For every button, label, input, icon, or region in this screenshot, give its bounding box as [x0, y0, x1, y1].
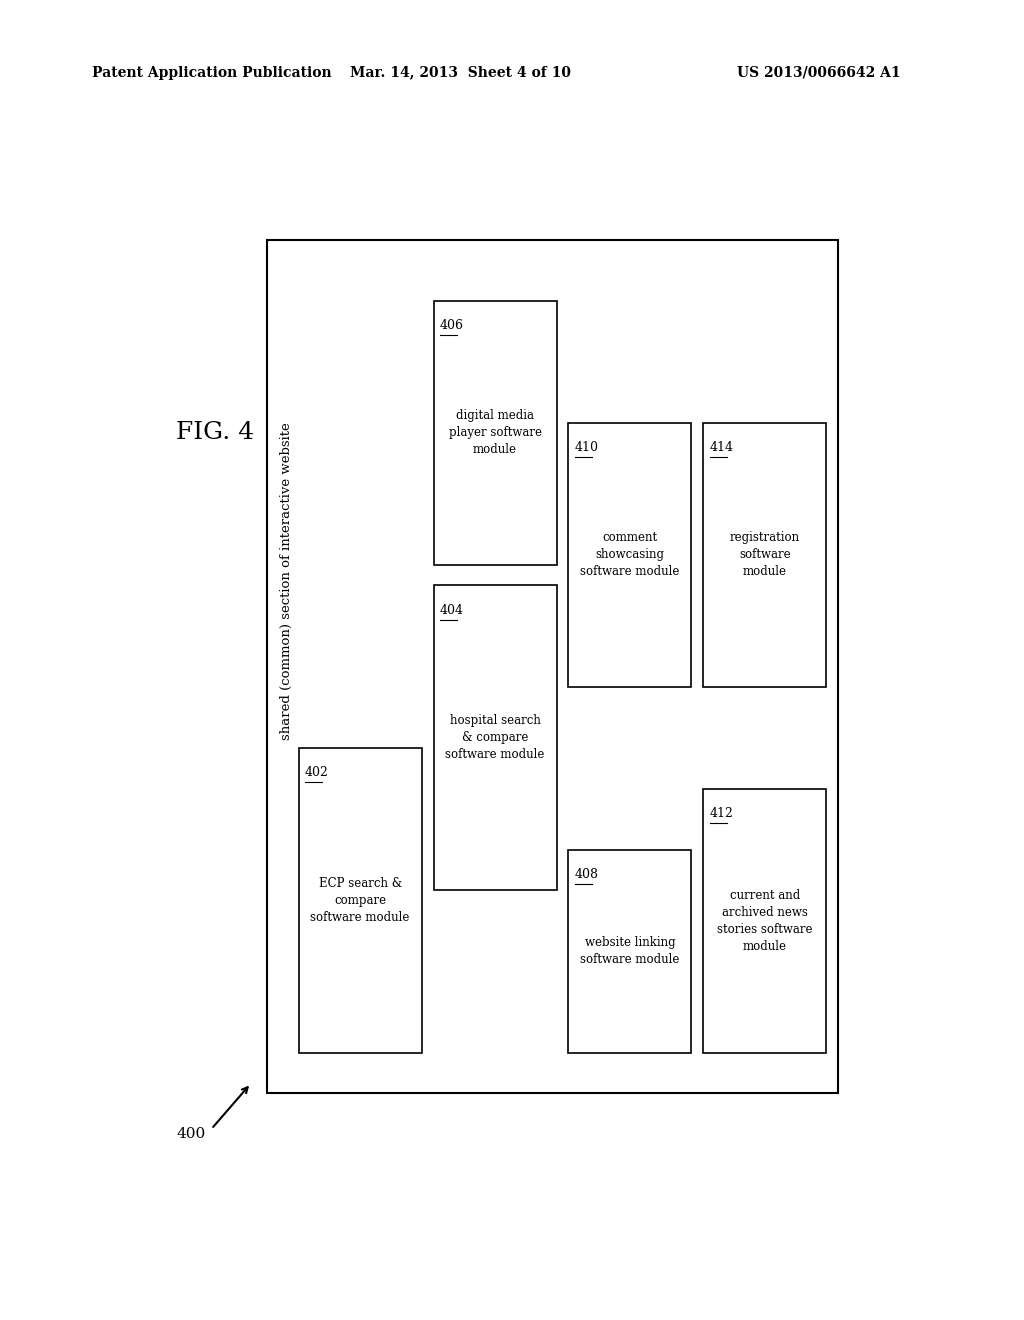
Bar	[433, 301, 557, 565]
Bar	[703, 788, 826, 1053]
Bar	[703, 422, 826, 686]
Text: 412: 412	[710, 807, 733, 820]
Bar	[568, 850, 691, 1053]
Bar	[267, 240, 839, 1093]
Text: Patent Application Publication: Patent Application Publication	[92, 66, 332, 79]
Text: 404: 404	[440, 603, 464, 616]
Text: Mar. 14, 2013  Sheet 4 of 10: Mar. 14, 2013 Sheet 4 of 10	[350, 66, 571, 79]
Text: current and
archived news
stories software
module: current and archived news stories softwa…	[717, 888, 813, 953]
Text: comment
showcasing
software module: comment showcasing software module	[581, 531, 680, 578]
Text: FIG. 4: FIG. 4	[176, 421, 254, 445]
Text: website linking
software module: website linking software module	[581, 936, 680, 966]
Text: 400: 400	[177, 1127, 206, 1142]
Text: 402: 402	[305, 766, 329, 779]
Text: US 2013/0066642 A1: US 2013/0066642 A1	[737, 66, 901, 79]
Text: ECP search &
compare
software module: ECP search & compare software module	[310, 876, 410, 924]
Text: 406: 406	[440, 319, 464, 333]
Text: digital media
player software
module: digital media player software module	[449, 409, 542, 457]
Text: hospital search
& compare
software module: hospital search & compare software modul…	[445, 714, 545, 762]
Bar	[299, 748, 422, 1053]
Text: 414: 414	[710, 441, 734, 454]
Text: 408: 408	[574, 867, 599, 880]
Text: registration
software
module: registration software module	[730, 531, 800, 578]
Bar	[568, 422, 691, 686]
Bar	[433, 585, 557, 890]
Text: 410: 410	[574, 441, 599, 454]
Text: shared (common) section of interactive website: shared (common) section of interactive w…	[281, 422, 293, 741]
